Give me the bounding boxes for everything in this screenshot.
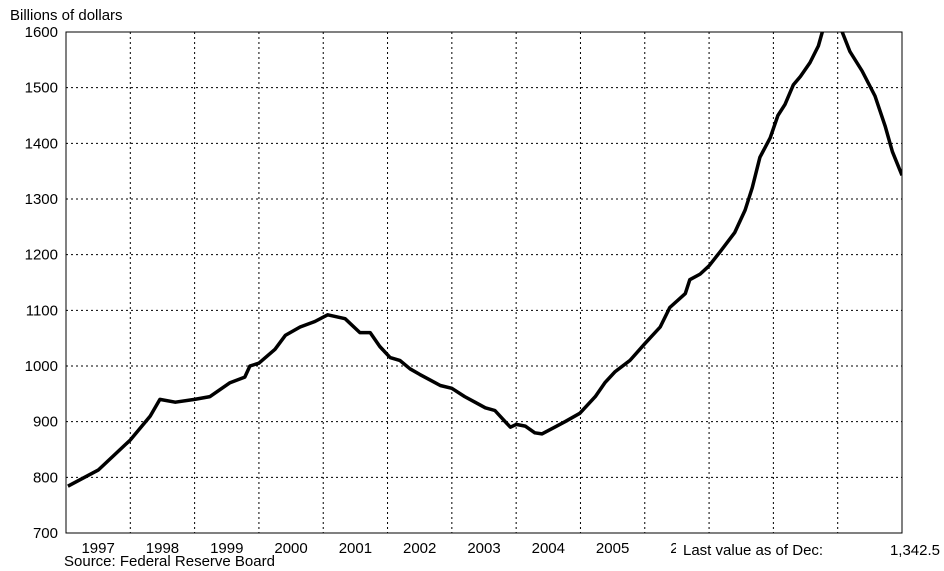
y-tick-label: 700	[33, 525, 58, 542]
last-value-label: Last value as of Dec:	[683, 542, 823, 559]
data-line	[67, 32, 902, 488]
axis-labels: 700 800 900 1000 1100 1200 1300 1400 1500 1600 199…	[25, 24, 684, 557]
plot-area	[67, 32, 902, 488]
y-tick-label: 1200	[25, 247, 58, 264]
x-tick-label: 2003	[467, 540, 500, 557]
y-axis-label: Billions of dollars	[10, 7, 123, 24]
x-tick-label: 2005	[596, 540, 629, 557]
y-tick-label: 1100	[26, 302, 58, 319]
y-tick-label: 1400	[25, 135, 58, 152]
x-tick-label: 2000	[274, 540, 307, 557]
y-tick-label: 1000	[25, 358, 58, 375]
x-tick-label: 1998	[146, 540, 179, 557]
last-value-box	[676, 536, 944, 562]
y-tick-label: 900	[33, 414, 58, 431]
x-tick-label: 2004	[532, 540, 565, 557]
y-tick-label: 800	[33, 469, 58, 486]
x-tick-label: 1999	[210, 540, 243, 557]
x-tick-label: 2002	[403, 540, 436, 557]
grid	[66, 31, 902, 534]
y-tick-label: 1500	[25, 80, 58, 97]
source: Source: Federal Reserve Board	[64, 553, 275, 570]
x-tick-label: 1997	[81, 540, 114, 557]
last-value: 1,342.5	[890, 542, 940, 559]
x-tick-label: 2001	[339, 540, 372, 557]
y-tick-label: 1300	[25, 191, 58, 208]
y-tick-label: 1600	[25, 24, 58, 41]
plot-frame	[65, 31, 903, 534]
